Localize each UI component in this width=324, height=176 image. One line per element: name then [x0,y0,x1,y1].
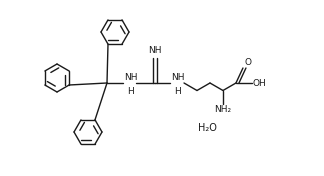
Text: NH: NH [148,46,162,55]
Text: NH: NH [171,73,184,82]
Text: H: H [174,87,181,96]
Text: O: O [245,58,252,67]
Text: NH₂: NH₂ [214,105,232,114]
Text: H: H [127,87,134,96]
Text: H₂O: H₂O [198,123,216,133]
Text: NH: NH [124,73,137,82]
Text: OH: OH [253,78,267,87]
